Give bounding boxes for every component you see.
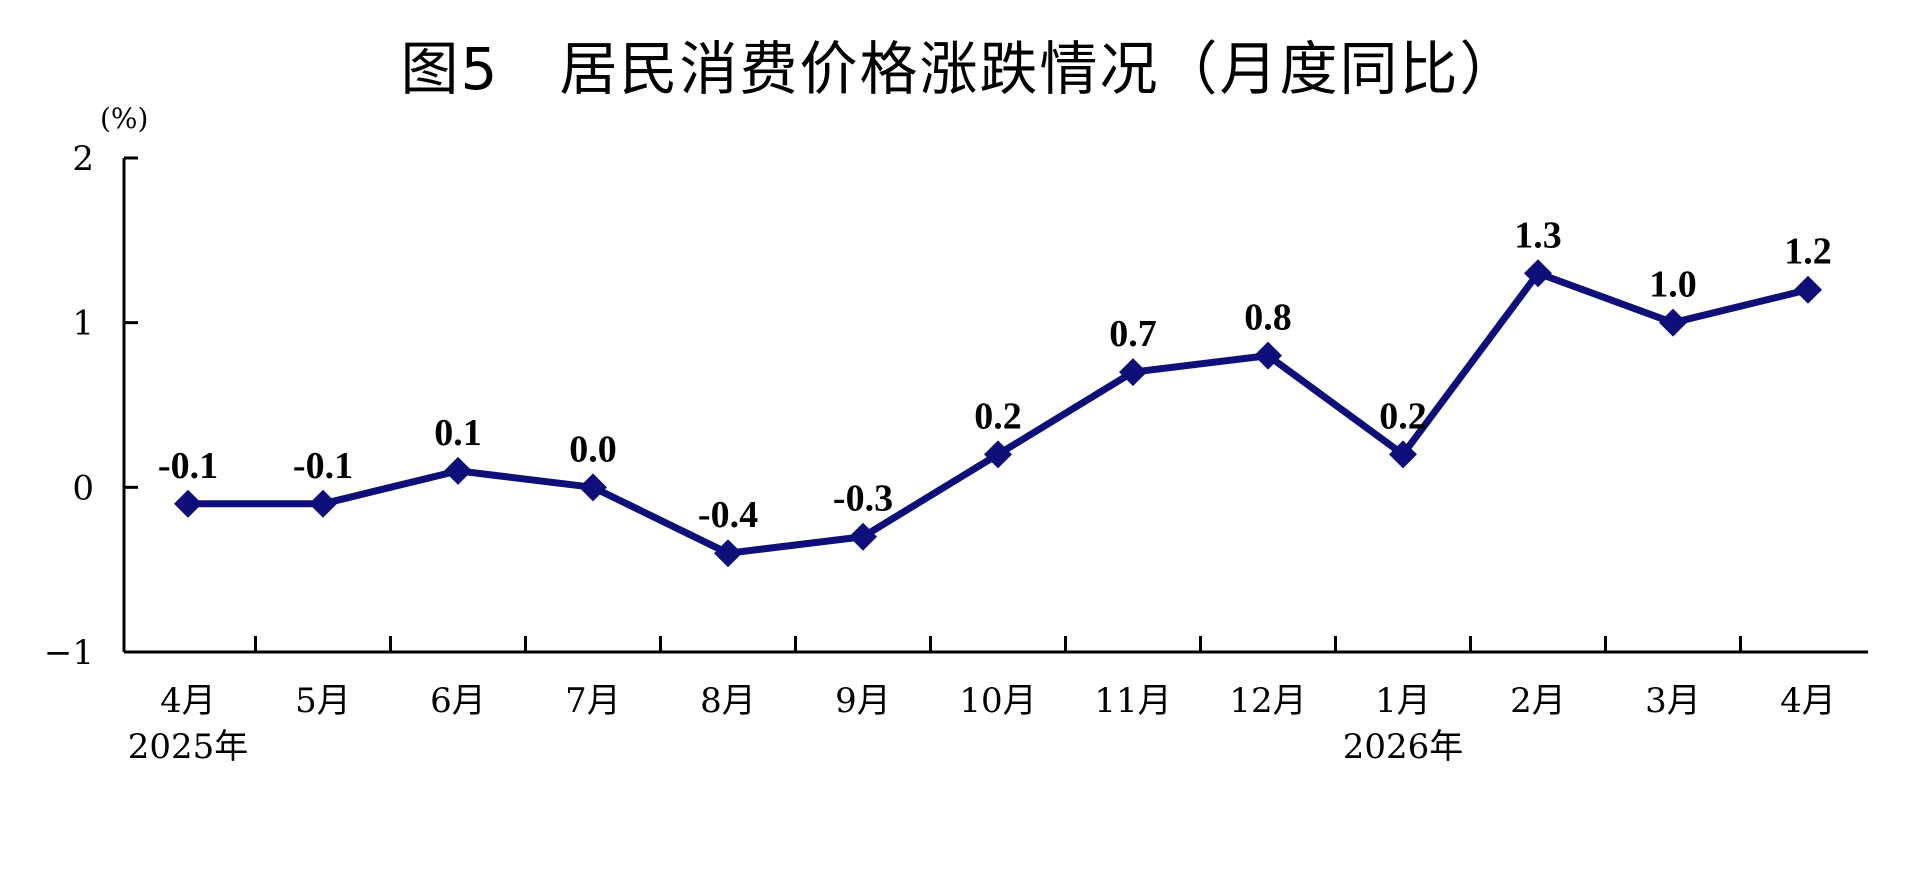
data-label: 0.1	[434, 412, 482, 454]
data-point-marker	[1254, 341, 1282, 370]
data-point-marker	[1794, 275, 1822, 304]
data-point-marker	[849, 522, 877, 551]
y-tick-label: 0	[72, 468, 94, 508]
data-label: 0.7	[1109, 313, 1157, 355]
y-tick-label: 2	[72, 139, 94, 179]
data-label: 0.2	[1379, 395, 1427, 437]
data-label: -0.1	[158, 445, 218, 487]
y-unit-label: (%)	[100, 102, 148, 135]
data-label: -0.4	[698, 494, 758, 536]
x-tick-label: 4月	[160, 681, 216, 721]
data-label: 1.3	[1514, 214, 1562, 256]
x-tick-label: 1月	[1375, 681, 1431, 721]
x-tick-label: 4月	[1780, 681, 1836, 721]
data-point-marker	[174, 489, 202, 518]
data-label: -0.1	[293, 445, 353, 487]
data-label: 0.2	[974, 395, 1022, 437]
x-tick-label: 11月	[1094, 681, 1171, 721]
y-tick-label: 1	[72, 304, 94, 344]
x-tick-label: 9月	[835, 681, 891, 721]
x-tick-label: 12月	[1229, 681, 1306, 721]
data-point-marker	[714, 539, 742, 568]
x-tick-label: 3月	[1645, 681, 1701, 721]
data-label: 1.2	[1784, 231, 1832, 273]
data-point-marker	[1389, 440, 1417, 469]
x-tick-label: 6月	[430, 681, 486, 721]
y-tick-label: −1	[44, 633, 94, 673]
year-label: 2025年	[128, 727, 249, 767]
chart-title: 图5 居民消费价格涨跌情况（月度同比）	[400, 35, 1520, 103]
x-tick-label: 2月	[1510, 681, 1566, 721]
data-labels: -0.1 -0.1 0.1 0.0 -0.4 -0.3 0.2 0.7 0.8 0.2 1.3 1.0…	[158, 214, 1832, 536]
series-cpi	[174, 259, 1822, 568]
x-tick-label: 8月	[700, 681, 756, 721]
data-point-marker	[1659, 308, 1687, 337]
data-label: 0.8	[1244, 297, 1292, 339]
axes: 2 1 0 −1 (%) 4月 5月 6月 7月 8月 9月 10月 11月 12月 1月 2月 3月 4月 202…	[44, 102, 1868, 767]
x-tick-label: 10月	[959, 681, 1036, 721]
x-tick-label: 5月	[295, 681, 351, 721]
year-label: 2026年	[1343, 727, 1464, 767]
data-label: -0.3	[833, 478, 893, 520]
data-label: 1.0	[1649, 264, 1697, 306]
data-label: 0.0	[569, 428, 617, 470]
data-point-marker	[579, 473, 607, 502]
x-tick-label: 7月	[565, 681, 621, 721]
data-point-marker	[444, 456, 472, 485]
data-point-marker	[309, 489, 337, 518]
data-point-marker	[984, 440, 1012, 469]
data-point-marker	[1524, 259, 1552, 288]
data-point-marker	[1119, 358, 1147, 387]
